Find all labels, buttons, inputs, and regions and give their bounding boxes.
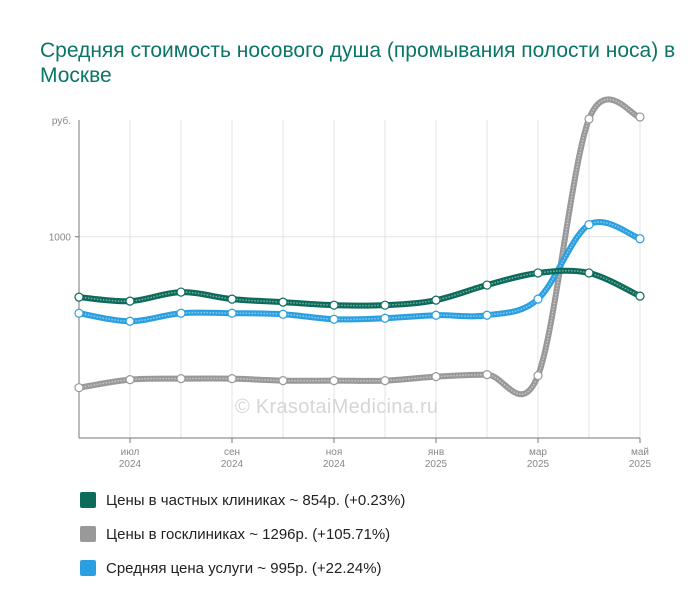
- data-point-average: [176, 308, 186, 318]
- data-point-public: [635, 112, 645, 122]
- x-tick-month: июл: [121, 447, 140, 458]
- data-point-average: [125, 316, 135, 326]
- grid: [79, 120, 641, 438]
- data-point-average: [380, 313, 390, 323]
- legend: Цены в частных клиниках ~ 854р. (+0.23%)…: [80, 488, 405, 590]
- data-point-private: [380, 300, 390, 310]
- legend-swatch-private: [80, 492, 96, 508]
- data-point-average: [482, 310, 492, 320]
- series-lines: [76, 96, 643, 398]
- x-tick-month: янв: [428, 447, 444, 458]
- data-point-public: [74, 383, 84, 393]
- data-point-public: [176, 374, 186, 384]
- data-point-public: [533, 371, 543, 381]
- data-point-average: [635, 234, 645, 244]
- series-line-texture-public: [78, 98, 641, 395]
- data-point-private: [533, 268, 543, 278]
- x-tick-year: 2024: [323, 459, 346, 470]
- x-tick-year: 2025: [425, 459, 448, 470]
- line-chart: 1000руб.июл2024сен2024ноя2024янв2025мар2…: [49, 96, 652, 470]
- data-point-average: [584, 220, 594, 230]
- legend-item-public[interactable]: Цены в госклиниках ~ 1296р. (+105.71%): [80, 522, 405, 546]
- legend-item-private[interactable]: Цены в частных клиниках ~ 854р. (+0.23%): [80, 488, 405, 512]
- data-point-average: [74, 308, 84, 318]
- data-point-private: [635, 291, 645, 301]
- legend-label-private: Цены в частных клиниках ~ 854р. (+0.23%): [106, 491, 406, 509]
- data-point-average: [533, 294, 543, 304]
- data-point-private: [431, 295, 441, 305]
- legend-label-average: Средняя цена услуги ~ 995р. (+22.24%): [106, 559, 382, 577]
- data-point-private: [584, 268, 594, 278]
- x-tick-year: 2025: [527, 459, 550, 470]
- y-tick-label: 1000: [49, 233, 72, 244]
- series-line-public: [76, 96, 643, 398]
- chart-title: Средняя стоимость носового душа (промыва…: [40, 39, 676, 87]
- x-tick-year: 2024: [119, 459, 142, 470]
- data-point-private: [329, 300, 339, 310]
- data-point-public: [125, 375, 135, 385]
- data-point-public: [431, 372, 441, 382]
- x-tick-month: мар: [529, 447, 547, 458]
- data-point-private: [176, 287, 186, 297]
- data-point-public: [227, 374, 237, 384]
- data-point-public: [380, 376, 390, 386]
- x-tick-month: май: [631, 447, 649, 458]
- y-axis-label: руб.: [52, 115, 71, 127]
- data-point-average: [431, 310, 441, 320]
- series-line-texture-average: [78, 221, 641, 323]
- data-point-private: [278, 297, 288, 307]
- data-point-public: [584, 114, 594, 124]
- data-point-private: [125, 296, 135, 306]
- data-point-private: [74, 292, 84, 302]
- data-point-public: [482, 370, 492, 380]
- legend-swatch-public: [80, 526, 96, 542]
- legend-swatch-average: [80, 560, 96, 576]
- data-point-public: [329, 376, 339, 386]
- watermark: © KrasotaiMedicina.ru: [235, 396, 439, 418]
- data-point-average: [329, 314, 339, 324]
- legend-item-average[interactable]: Средняя цена услуги ~ 995р. (+22.24%): [80, 556, 405, 580]
- data-point-private: [227, 294, 237, 304]
- data-point-private: [482, 280, 492, 290]
- x-tick-year: 2024: [221, 459, 244, 470]
- data-point-public: [278, 376, 288, 386]
- data-point-average: [278, 309, 288, 319]
- x-tick-month: ноя: [326, 447, 343, 458]
- x-tick-year: 2025: [629, 459, 652, 470]
- x-tick-month: сен: [224, 447, 240, 458]
- legend-label-public: Цены в госклиниках ~ 1296р. (+105.71%): [106, 525, 391, 543]
- data-points: [74, 112, 645, 393]
- data-point-average: [227, 308, 237, 318]
